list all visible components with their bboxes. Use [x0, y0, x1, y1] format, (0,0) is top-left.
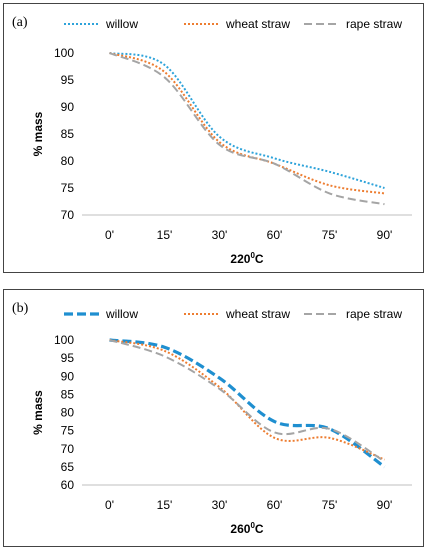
- legend-label-wheat-straw: wheat straw: [225, 307, 290, 321]
- x-tick-label: 90': [377, 228, 393, 242]
- x-tick-label: 15': [157, 228, 173, 242]
- x-tick-label: 15': [157, 498, 173, 512]
- y-tick-label: 85: [61, 127, 75, 141]
- x-tick-label: 75': [322, 498, 338, 512]
- legend-label-willow: willow: [105, 307, 138, 321]
- y-tick-label: 60: [61, 478, 75, 492]
- x-tick-label: 0': [105, 228, 114, 242]
- x-tick-label: 30': [212, 498, 228, 512]
- y-axis-title: % mass: [31, 390, 45, 435]
- y-axis-title: % mass: [31, 111, 45, 156]
- x-tick-label: 60': [267, 498, 283, 512]
- chart-panel-a: (a) willow wheat straw rape straw 70 75 80 85 90…: [3, 3, 424, 273]
- series-line-wheat-straw: [109, 339, 385, 461]
- chart-a-svg: (a) willow wheat straw rape straw 70 75 80 85 90…: [12, 15, 412, 266]
- panel-label: (b): [12, 301, 29, 316]
- x-tick-label: 75': [322, 228, 338, 242]
- y-tick-label: 95: [61, 73, 75, 87]
- y-tick-label: 90: [61, 100, 75, 114]
- y-tick-label: 95: [61, 351, 75, 365]
- legend-label-willow: willow: [105, 17, 138, 31]
- panel-label: (a): [12, 15, 28, 30]
- series-line-willow: [109, 338, 386, 469]
- y-tick-label: 90: [61, 369, 75, 383]
- y-tick-label: 75: [61, 181, 75, 195]
- y-tick-label: 75: [61, 424, 75, 438]
- x-tick-label: 30': [212, 228, 228, 242]
- series-line-willow: [109, 52, 385, 189]
- legend-label-rape-straw: rape straw: [346, 17, 402, 31]
- y-tick-label: 100: [54, 333, 74, 347]
- legend-label-rape-straw: rape straw: [346, 307, 402, 321]
- y-tick-label: 70: [61, 442, 75, 456]
- y-tick-label: 85: [61, 387, 75, 401]
- series-line-wheat-straw: [109, 52, 385, 195]
- x-tick-label: 90': [377, 498, 393, 512]
- chart-b-svg: (b) willow wheat straw rape straw 60 65 70 75 80…: [12, 301, 412, 536]
- chart-panel-b: (b) willow wheat straw rape straw 60 65 70 75 80…: [3, 289, 424, 547]
- y-tick-label: 100: [54, 46, 74, 60]
- x-axis-title: 2600C: [230, 521, 263, 536]
- x-axis-title: 2200C: [230, 251, 263, 266]
- series-line-rape-straw: [109, 339, 386, 463]
- legend-label-wheat-straw: wheat straw: [225, 17, 290, 31]
- x-tick-label: 0': [105, 498, 114, 512]
- y-tick-label: 65: [61, 460, 75, 474]
- y-tick-label: 80: [61, 154, 75, 168]
- series-line-rape-straw: [109, 52, 385, 206]
- x-tick-label: 60': [267, 228, 283, 242]
- y-tick-label: 70: [61, 208, 75, 222]
- y-tick-label: 80: [61, 406, 75, 420]
